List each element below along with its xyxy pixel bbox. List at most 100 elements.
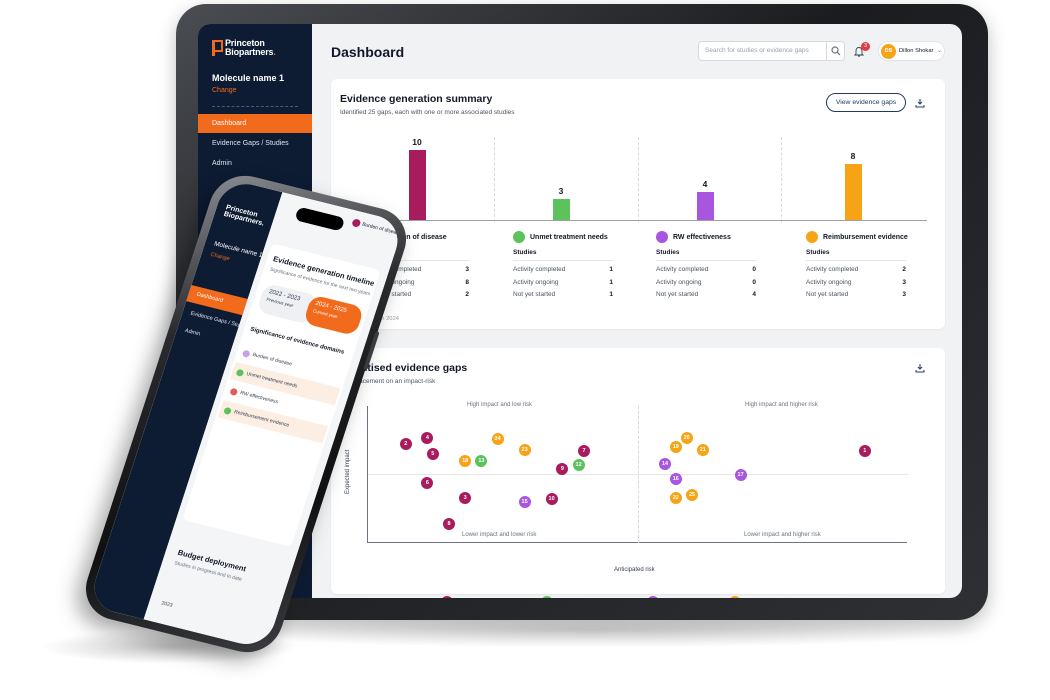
gap-point-24[interactable]: 24: [491, 432, 504, 445]
gap-point-8[interactable]: 8: [443, 517, 455, 530]
bar-axis: [363, 220, 927, 221]
legend-dot: [729, 596, 741, 598]
user-menu[interactable]: DS Dillon Shokar ⌄: [878, 41, 945, 61]
phone-change-link[interactable]: Change: [209, 251, 231, 263]
sidebar-divider: [212, 106, 298, 107]
sidebar-item-admin[interactable]: Admin: [212, 160, 232, 167]
download-icon[interactable]: [915, 363, 925, 373]
gap-point-9[interactable]: 9: [556, 463, 569, 476]
period-current[interactable]: 2024 - 2025 Current year: [302, 294, 365, 337]
download-icon[interactable]: [915, 98, 925, 108]
bar-value-label: 10: [412, 137, 422, 147]
category-legend-reimbursement: Reimbursement evidence: [806, 231, 908, 243]
quadrant-divider: [368, 474, 908, 475]
studies-row: Activity completed 2: [806, 266, 906, 273]
legend-dot: [513, 231, 525, 243]
bar-unmet-treatment-needs: [552, 199, 570, 220]
gap-point-19[interactable]: 19: [669, 441, 682, 454]
domain-dot: [223, 406, 233, 415]
x-axis-label: Anticipated risk: [614, 567, 655, 573]
gap-point-16[interactable]: 16: [669, 472, 682, 485]
bar-divider: [494, 137, 495, 222]
legend-reimbursement: Reimbursement evidence: [729, 596, 824, 598]
gap-point-4[interactable]: 4: [421, 431, 434, 444]
evidence-summary-card: Evidence generation summary Identified 2…: [331, 79, 945, 329]
bar-divider: [638, 137, 639, 222]
bell-icon[interactable]: [854, 46, 864, 57]
legend-rw: RW effectiveness: [647, 596, 717, 598]
search-button[interactable]: [826, 42, 844, 60]
search-input[interactable]: Search for studies or evidence gaps: [698, 41, 845, 61]
logo-line1: Princeton: [225, 38, 265, 48]
page-title: Dashboard: [331, 44, 405, 60]
studies-table-rw: Studies Activity completed 0 Activity ong…: [656, 249, 756, 302]
notification-badge: 3: [861, 42, 870, 51]
gap-point-25[interactable]: 25: [686, 489, 698, 502]
studies-row: Activity ongoing 0: [656, 278, 756, 286]
logo-dot: .: [273, 47, 276, 57]
gap-point-1[interactable]: 1: [858, 445, 871, 458]
sidebar-item-dashboard[interactable]: Dashboard: [198, 114, 312, 133]
logo-mark-icon: [212, 40, 223, 56]
gap-point-17[interactable]: 17: [734, 468, 747, 481]
bar-value-label: 8: [850, 151, 856, 161]
bar-divider: [781, 137, 782, 222]
category-legend-rw: RW effectiveness: [656, 231, 731, 243]
gap-point-6[interactable]: 6: [421, 476, 434, 489]
legend-dot: [656, 231, 668, 243]
legend-dot: [441, 596, 453, 598]
logo[interactable]: Princeton Biopartners.: [212, 39, 276, 57]
gap-point-14[interactable]: 14: [659, 457, 671, 470]
logo-line2: Biopartners: [225, 47, 274, 57]
gap-point-12[interactable]: 12: [572, 458, 585, 471]
quadrant-label: Lower impact and lower risk: [462, 532, 537, 538]
bar-burden-of-disease: [408, 150, 426, 220]
gap-point-5[interactable]: 5: [426, 447, 439, 460]
search-placeholder: Search for studies or evidence gaps: [705, 47, 809, 54]
phone-logo[interactable]: Princeton Biopartners.: [222, 204, 265, 228]
avatar: DS: [881, 44, 896, 59]
category-legend-unmet: Unmet treatment needs: [513, 231, 608, 243]
bar-rw-effectiveness: [696, 192, 714, 220]
view-evidence-gaps-button[interactable]: View evidence gaps: [826, 93, 906, 112]
molecule-name: Molecule name 1: [212, 73, 285, 83]
legend-dot: [806, 231, 818, 243]
studies-row: Activity ongoing 3: [806, 278, 906, 286]
gap-point-20[interactable]: 20: [680, 431, 693, 444]
gaps-title: Prioritised evidence gaps: [340, 362, 468, 374]
gap-point-18[interactable]: 18: [459, 454, 472, 467]
bar-value-label: 3: [558, 186, 564, 196]
phone-dynamic-island: [294, 206, 346, 232]
quadrant-label: High impact and low risk: [467, 402, 533, 408]
gap-point-13[interactable]: 13: [475, 454, 488, 467]
studies-table-reimbursement: Studies Activity completed 2 Activity ong…: [806, 249, 906, 302]
sidebar-item-evidence-gaps[interactable]: Evidence Gaps / Studies: [212, 140, 289, 147]
gap-point-21[interactable]: 21: [696, 443, 709, 456]
quadrant-label: Lower impact and higher risk: [744, 532, 821, 538]
gap-point-3[interactable]: 3: [459, 491, 472, 504]
gap-point-23[interactable]: 23: [518, 443, 531, 456]
gap-point-7[interactable]: 7: [578, 445, 590, 458]
summary-subtitle: Identified 25 gaps, each with one or mor…: [340, 109, 515, 116]
legend-dot: [541, 596, 553, 598]
domain-dot: [241, 349, 251, 358]
chip-dot: [351, 218, 362, 228]
studies-row: Activity completed 1: [513, 266, 613, 273]
prioritised-gaps-card: Prioritised evidence gaps Gap placement …: [331, 348, 945, 598]
summary-title: Evidence generation summary: [340, 93, 493, 105]
legend-dot: [647, 596, 659, 598]
quadrant-label: High impact and higher risk: [745, 402, 818, 408]
studies-row: Activity completed 0: [656, 266, 756, 273]
studies-row: Not yet started 3: [806, 291, 906, 298]
studies-row: Not yet started 2: [369, 291, 469, 298]
gap-point-22[interactable]: 22: [669, 491, 682, 504]
gap-point-10[interactable]: 10: [545, 493, 558, 506]
gap-point-2[interactable]: 2: [399, 438, 412, 451]
bar-reimbursement-evidence: [844, 164, 862, 220]
search-icon: [831, 46, 841, 56]
phone-filter-chip[interactable]: Burden of disease: [351, 218, 402, 238]
legend-burden: Burden of disease: [441, 596, 513, 598]
gap-point-15[interactable]: 15: [518, 495, 531, 508]
change-molecule-link[interactable]: Change: [212, 87, 237, 94]
